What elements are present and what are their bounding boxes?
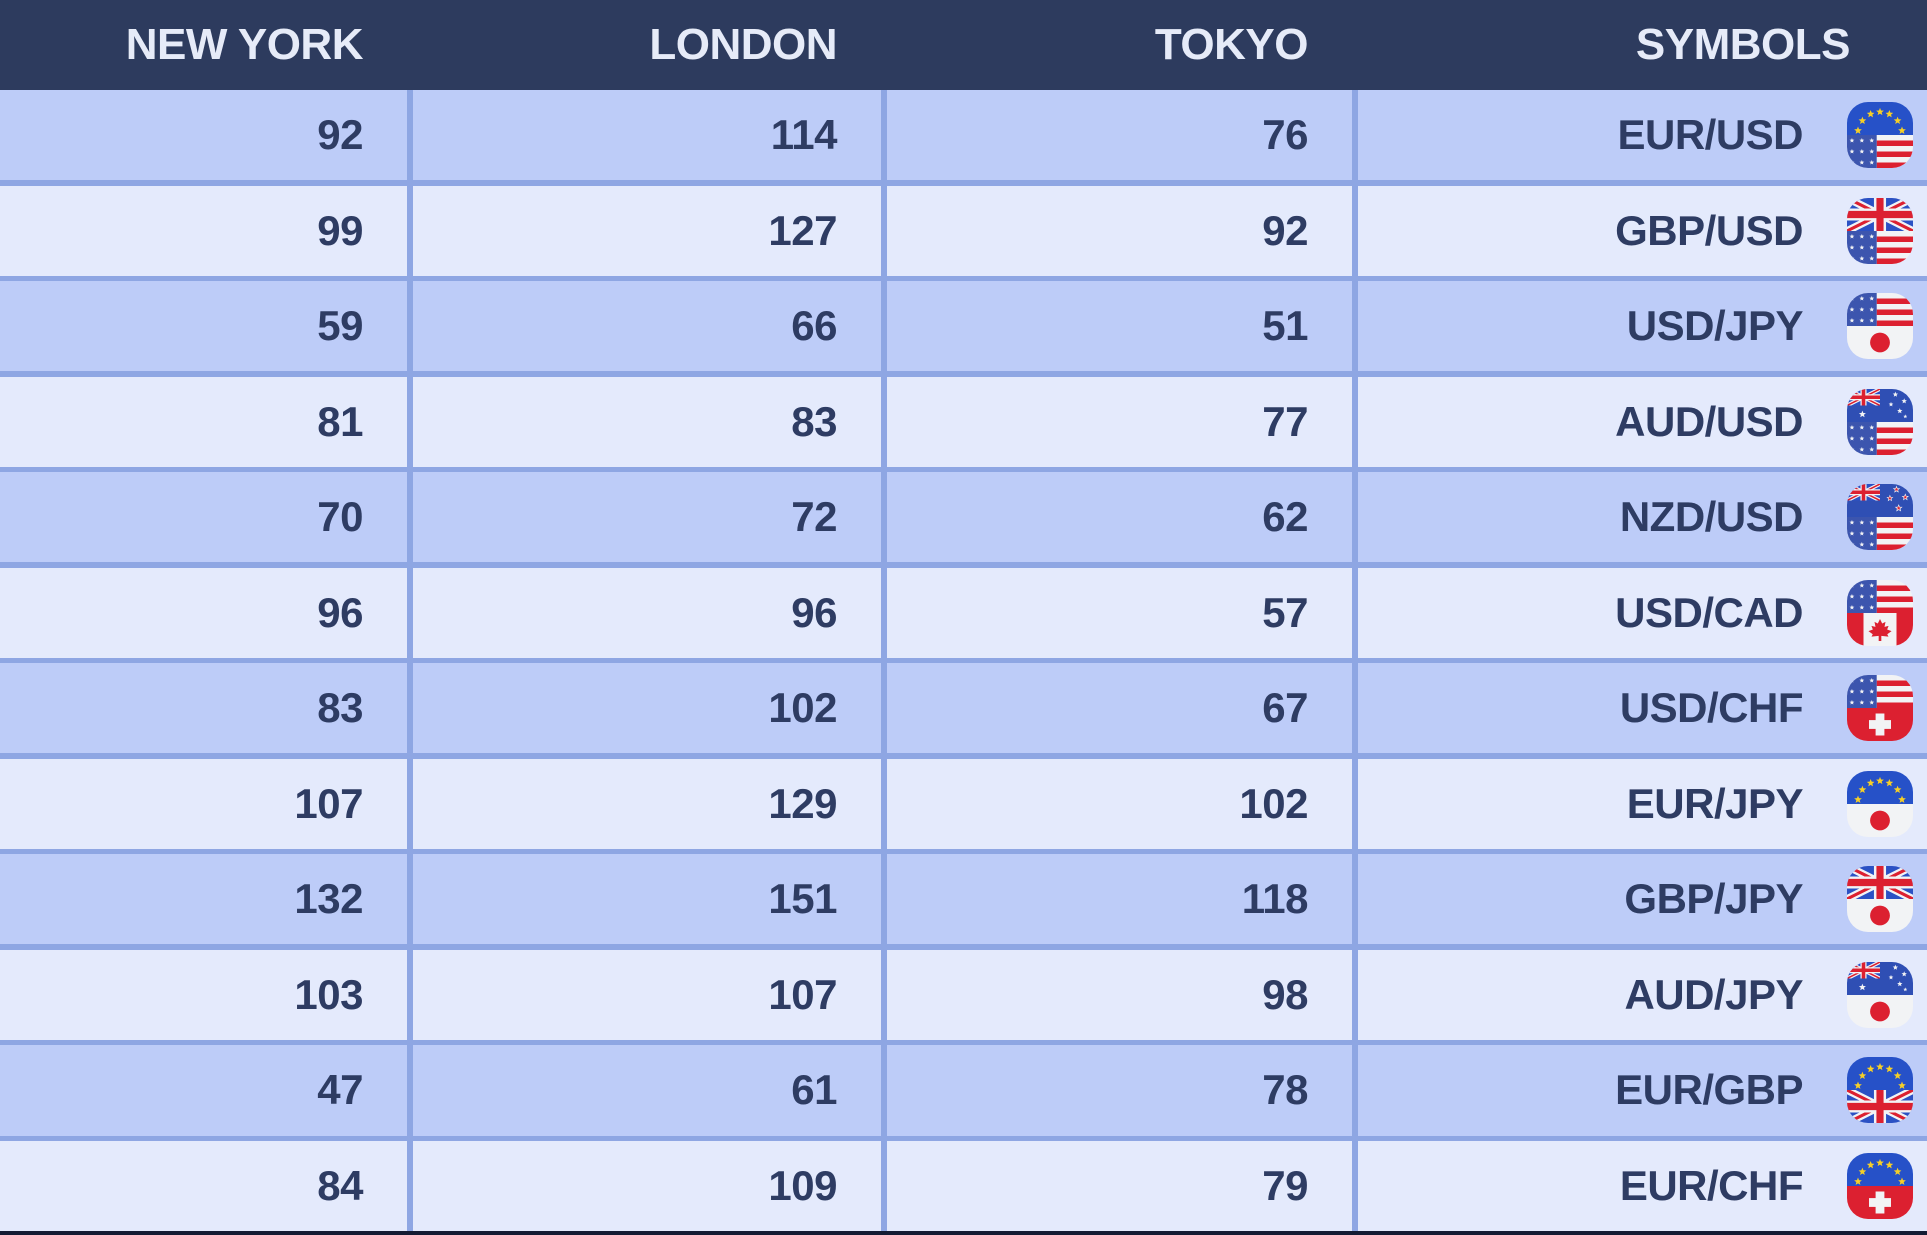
tokyo-value: 79 xyxy=(881,1141,1352,1232)
aud-jpy-flag-icon xyxy=(1847,962,1913,1028)
usd-chf-flag-icon xyxy=(1847,675,1913,741)
usd-cad-flag-icon xyxy=(1847,580,1913,646)
currency-pair-label: AUD/USD xyxy=(1615,397,1803,445)
symbol-cell: EUR/USD xyxy=(1352,90,1927,181)
london-value: 109 xyxy=(407,1141,881,1232)
tokyo-value: 62 xyxy=(881,472,1352,563)
eur-jpy-flag-icon xyxy=(1847,771,1913,837)
london-value: 114 xyxy=(407,90,881,181)
table-row: 70 72 62 NZD/USD xyxy=(0,472,1927,563)
table-row: 103 107 98 AUD/JPY xyxy=(0,949,1927,1040)
tokyo-value: 78 xyxy=(881,1045,1352,1136)
column-header-tokyo: TOKYO xyxy=(1154,20,1309,69)
symbol-cell: AUD/JPY xyxy=(1352,949,1927,1040)
tokyo-value: 77 xyxy=(881,376,1352,467)
london-value: 129 xyxy=(407,758,881,849)
symbol-cell: EUR/GBP xyxy=(1352,1045,1927,1136)
new-york-value: 96 xyxy=(317,588,363,636)
tokyo-value: 92 xyxy=(881,185,1352,276)
table-row: 132 151 118 GBP/JPY xyxy=(0,854,1927,945)
london-value: 96 xyxy=(407,567,881,658)
symbol-cell: USD/CHF xyxy=(1352,663,1927,754)
currency-pair-label: AUD/JPY xyxy=(1624,970,1803,1018)
london-value: 151 xyxy=(407,854,881,945)
column-header-new-york: NEW YORK xyxy=(125,20,364,69)
eur-chf-flag-icon xyxy=(1847,1153,1913,1219)
new-york-value: 47 xyxy=(317,1066,363,1114)
column-header-symbols: SYMBOLS xyxy=(1635,20,1851,69)
usd-jpy-flag-icon xyxy=(1847,293,1913,359)
aud-usd-flag-icon xyxy=(1847,389,1913,455)
eur-usd-flag-icon xyxy=(1847,102,1913,168)
column-header-london: LONDON xyxy=(649,20,837,69)
symbol-cell: EUR/JPY xyxy=(1352,758,1927,849)
currency-pair-label: EUR/USD xyxy=(1617,111,1803,159)
london-value: 127 xyxy=(407,185,881,276)
tokyo-value: 102 xyxy=(881,758,1352,849)
new-york-value: 70 xyxy=(317,493,363,541)
new-york-value: 84 xyxy=(317,1162,363,1210)
new-york-value: 59 xyxy=(317,302,363,350)
currency-pair-label: EUR/JPY xyxy=(1626,779,1804,827)
table-row: 59 66 51 USD/JPY xyxy=(0,281,1927,372)
table-header-row: NEW YORK LONDON TOKYO SYMBOLS xyxy=(0,0,1927,90)
table-body: 92 114 76 EUR/USD 99 127 92 GBP/USD 59 6… xyxy=(0,90,1927,1232)
nzd-usd-flag-icon xyxy=(1847,484,1913,550)
london-value: 72 xyxy=(407,472,881,563)
new-york-value: 99 xyxy=(317,206,363,254)
currency-pair-label: USD/CAD xyxy=(1615,588,1803,636)
table-row: 47 61 78 EUR/GBP xyxy=(0,1045,1927,1136)
tokyo-value: 67 xyxy=(881,663,1352,754)
tokyo-value: 51 xyxy=(881,281,1352,372)
table-bottom-border xyxy=(0,1231,1927,1235)
table-row: 96 96 57 USD/CAD xyxy=(0,567,1927,658)
symbol-cell: EUR/CHF xyxy=(1352,1141,1927,1232)
symbol-cell: NZD/USD xyxy=(1352,472,1927,563)
new-york-value: 132 xyxy=(294,875,363,923)
tokyo-value: 76 xyxy=(881,90,1352,181)
new-york-value: 81 xyxy=(317,397,363,445)
london-value: 83 xyxy=(407,376,881,467)
tokyo-value: 98 xyxy=(881,949,1352,1040)
currency-pair-label: GBP/USD xyxy=(1615,206,1803,254)
table-row: 84 109 79 EUR/CHF xyxy=(0,1141,1927,1232)
new-york-value: 107 xyxy=(294,779,363,827)
london-value: 102 xyxy=(407,663,881,754)
currency-pair-label: EUR/CHF xyxy=(1619,1162,1804,1210)
currency-pair-label: GBP/JPY xyxy=(1624,875,1803,923)
table-row: 81 83 77 AUD/USD xyxy=(0,376,1927,467)
table-row: 92 114 76 EUR/USD xyxy=(0,90,1927,181)
currency-pair-label: EUR/GBP xyxy=(1615,1066,1803,1114)
symbol-cell: USD/CAD xyxy=(1352,567,1927,658)
table-row: 107 129 102 EUR/JPY xyxy=(0,758,1927,849)
currency-pair-label: USD/CHF xyxy=(1619,684,1804,732)
symbol-cell: USD/JPY xyxy=(1352,281,1927,372)
london-value: 61 xyxy=(407,1045,881,1136)
new-york-value: 92 xyxy=(317,111,363,159)
table-row: 99 127 92 GBP/USD xyxy=(0,185,1927,276)
london-value: 66 xyxy=(407,281,881,372)
currency-pair-label: USD/JPY xyxy=(1626,302,1804,350)
symbol-cell: GBP/JPY xyxy=(1352,854,1927,945)
new-york-value: 83 xyxy=(317,684,363,732)
tokyo-value: 118 xyxy=(881,854,1352,945)
eur-gbp-flag-icon xyxy=(1847,1057,1913,1123)
tokyo-value: 57 xyxy=(881,567,1352,658)
currency-pair-label: NZD/USD xyxy=(1619,493,1804,541)
symbol-cell: GBP/USD xyxy=(1352,185,1927,276)
symbol-cell: AUD/USD xyxy=(1352,376,1927,467)
gbp-jpy-flag-icon xyxy=(1847,866,1913,932)
new-york-value: 103 xyxy=(294,970,363,1018)
table-row: 83 102 67 USD/CHF xyxy=(0,663,1927,754)
gbp-usd-flag-icon xyxy=(1847,198,1913,264)
london-value: 107 xyxy=(407,949,881,1040)
